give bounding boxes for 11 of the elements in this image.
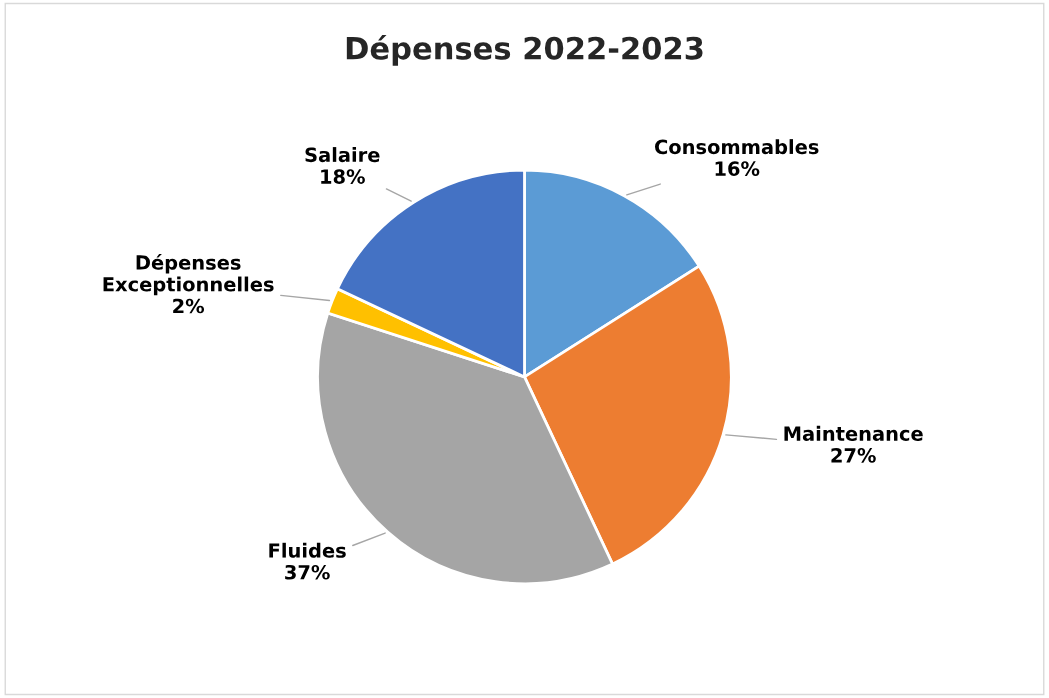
slice-label: Dépenses Exceptionnelles bbox=[103, 253, 274, 296]
data-label: 16% bbox=[715, 161, 760, 176]
data-label: 37% bbox=[285, 564, 330, 580]
data-label: 18% bbox=[321, 169, 365, 184]
slice-label: Fluides bbox=[269, 542, 346, 558]
slice-label: Consommables bbox=[654, 139, 819, 155]
chart-title: Dépenses 2022-2023 bbox=[346, 34, 703, 66]
slice-label: Salaire bbox=[305, 147, 380, 163]
data-label: 2% bbox=[173, 298, 205, 314]
slice-label: Maintenance bbox=[784, 425, 923, 441]
data-label: 27% bbox=[831, 447, 876, 463]
